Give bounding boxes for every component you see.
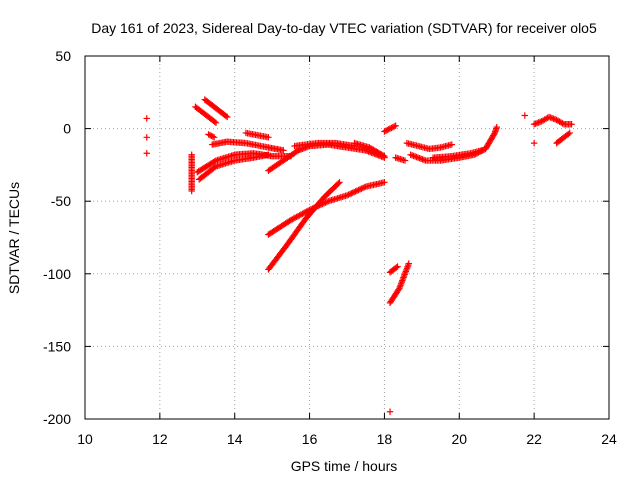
x-tick-label: 22 (526, 431, 542, 447)
data-point-arc-e (265, 134, 272, 141)
data-point-arc-m (448, 141, 455, 148)
data-point-arc-k (389, 123, 397, 131)
x-tick-label: 14 (227, 431, 243, 447)
x-tick-label: 20 (451, 431, 467, 447)
data-point-arc-k (401, 157, 409, 164)
data-point-isolated (386, 408, 394, 415)
data-point-arc-k (392, 122, 399, 129)
data-point-arc-i (350, 188, 358, 196)
data-point-arc-k (381, 128, 388, 135)
data-point-arc-i (346, 190, 354, 198)
tick-layer: 10 12 14 16 18 20 22 24 50 0 -50 -100 -150 -200 (43, 48, 617, 447)
data-point-arc-i (358, 185, 365, 192)
x-tick-label: 10 (77, 431, 93, 447)
data-point-arc-d (280, 147, 287, 154)
data-point-arc-h (381, 152, 388, 160)
data-point-arc-k (388, 124, 395, 132)
data-point-arc-b (211, 158, 218, 165)
data-point-arc-l (405, 260, 412, 267)
data-point-arc-i (353, 187, 361, 194)
data-point-arc-p (568, 121, 575, 128)
data-point-arc-i (349, 189, 356, 196)
data-point-arc-n (493, 123, 500, 131)
data-point-arc-a (224, 113, 231, 121)
data-point-arc-e (208, 132, 215, 140)
data-point-isolated (530, 139, 538, 147)
y-tick-label: 0 (63, 121, 71, 137)
data-point-arc-n (490, 131, 498, 138)
data-point-isolated (521, 112, 528, 119)
data-point-arc-c (211, 164, 218, 171)
y-tick-label: -150 (43, 338, 71, 354)
x-tick-label: 12 (152, 431, 168, 447)
x-axis-label: GPS time / hours (291, 458, 398, 474)
data-point-arc-k (385, 126, 392, 133)
data-point-arc-q (566, 129, 573, 137)
data-point-arc-e (206, 131, 214, 139)
data-point-arc-i (323, 198, 331, 206)
data-point-arc-e (210, 134, 218, 141)
data-points-layer (143, 96, 575, 415)
data-point-arc-l (394, 263, 401, 270)
data-point-arc-k (382, 127, 390, 134)
data-point-isolated (143, 134, 150, 141)
data-point-arc-i (348, 190, 355, 197)
data-point-arc-a (188, 151, 195, 158)
data-point-arc-i (355, 186, 362, 194)
y-tick-label: -50 (51, 193, 71, 209)
data-point-arc-p (559, 120, 566, 127)
data-point-arc-a (222, 112, 230, 120)
data-point-arc-h (379, 152, 387, 159)
data-point-arc-i (345, 191, 352, 198)
data-point-arc-i (359, 184, 367, 192)
data-point-arc-i (356, 186, 364, 193)
data-point-arc-k (386, 125, 394, 132)
data-point-arc-i (381, 179, 388, 186)
plot-frame (84, 55, 610, 420)
y-tick-label: -200 (43, 411, 71, 427)
data-point-arc-i (361, 184, 368, 191)
data-point-arc-l (395, 286, 402, 293)
data-point-arc-a (211, 118, 218, 125)
data-point-arc-e (209, 133, 216, 140)
data-point-isolated (143, 115, 150, 122)
data-point-arc-j (335, 180, 342, 187)
data-point-arc-e (205, 131, 212, 138)
data-point-arc-q (565, 130, 572, 138)
data-point-arc-c (265, 151, 272, 158)
data-point-isolated (143, 150, 150, 157)
data-point-arc-k (384, 126, 391, 134)
x-tick-label: 24 (601, 431, 617, 447)
data-point-arc-l (393, 264, 400, 271)
y-tick-label: 50 (55, 48, 71, 64)
data-point-arc-a (212, 119, 220, 126)
x-tick-label: 18 (377, 431, 393, 447)
data-point-arc-o (478, 147, 485, 154)
y-axis-label: SDTVAR / TECUs (6, 182, 22, 294)
x-tick-label: 16 (302, 431, 318, 447)
chart-title: Day 161 of 2023, Sidereal Day-to-day VTE… (91, 20, 597, 36)
data-point-arc-i (352, 188, 359, 195)
data-point-arc-j (336, 179, 343, 186)
data-point-arc-f (293, 148, 301, 155)
data-point-arc-i (343, 192, 351, 199)
data-point-arc-i (322, 199, 329, 206)
grid-layer (85, 56, 609, 419)
y-tick-label: -100 (43, 266, 71, 282)
data-point-arc-k (391, 123, 398, 130)
